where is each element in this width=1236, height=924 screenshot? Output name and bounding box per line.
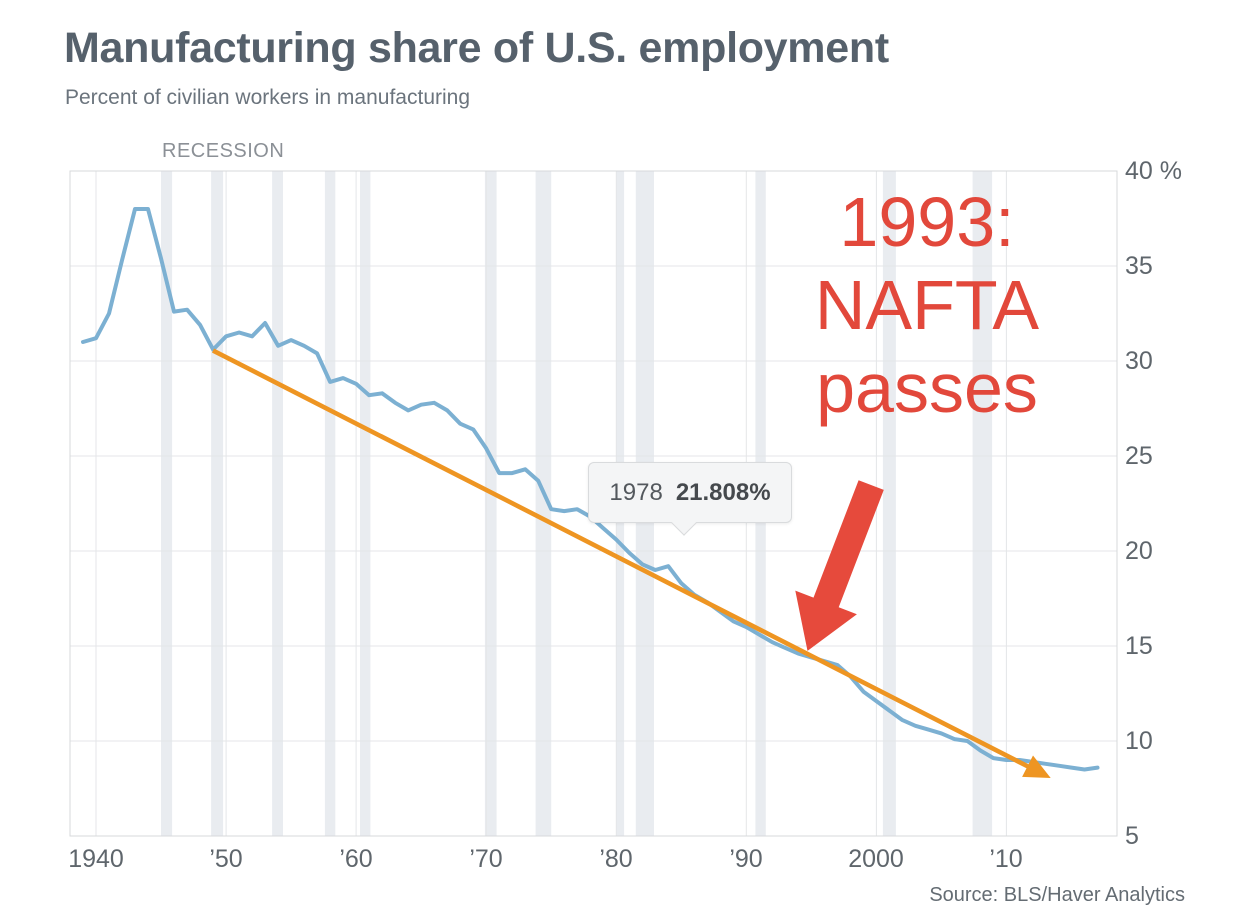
plot-border <box>69 170 1118 837</box>
recession-band <box>535 171 552 836</box>
y-tick-label: 15 <box>1125 632 1153 660</box>
y-tick-label: 35 <box>1125 252 1153 280</box>
y-tick-label: 25 <box>1125 442 1153 470</box>
recession-band <box>360 171 371 836</box>
source-credit: Source: BLS/Haver Analytics <box>929 884 1185 906</box>
trend-line-arrow <box>212 348 1051 778</box>
annotation-line-3: passes <box>816 349 1038 427</box>
red-annotation-arrow <box>795 480 884 651</box>
x-tick-label: 1940 <box>68 845 124 873</box>
chart-title: Manufacturing share of U.S. employment <box>64 24 889 72</box>
recession-band <box>972 171 993 836</box>
x-tick-label: 2000 <box>848 845 904 873</box>
data-point-tooltip: 1978 21.808% <box>588 462 792 536</box>
recession-band <box>211 171 224 836</box>
annotation-line-1: 1993: <box>839 183 1015 261</box>
y-tick-label: 20 <box>1125 537 1153 565</box>
x-tick-label: ’70 <box>469 845 503 873</box>
y-tick-label: 40 % <box>1125 157 1182 185</box>
y-tick-label: 10 <box>1125 727 1153 755</box>
x-tick-label: ’50 <box>209 845 243 873</box>
recession-band-label: RECESSION <box>162 140 285 162</box>
x-tick-label: ’90 <box>729 845 763 873</box>
recession-band <box>324 171 336 836</box>
x-tick-label: ’80 <box>599 845 633 873</box>
tooltip-year: 1978 <box>609 478 663 506</box>
recession-band <box>272 171 283 836</box>
nafta-annotation: 1993: NAFTA passes <box>777 181 1077 430</box>
recession-band <box>484 171 497 836</box>
chart-subtitle: Percent of civilian workers in manufactu… <box>65 86 471 109</box>
x-tick-label: ’10 <box>989 845 1023 873</box>
recession-band <box>882 171 896 836</box>
recession-band <box>161 171 173 836</box>
y-tick-label: 5 <box>1125 822 1139 850</box>
x-tick-label: ’60 <box>339 845 373 873</box>
tooltip-value: 21.808% <box>675 478 771 506</box>
annotation-line-2: NAFTA <box>814 266 1040 344</box>
y-tick-label: 30 <box>1125 347 1153 375</box>
